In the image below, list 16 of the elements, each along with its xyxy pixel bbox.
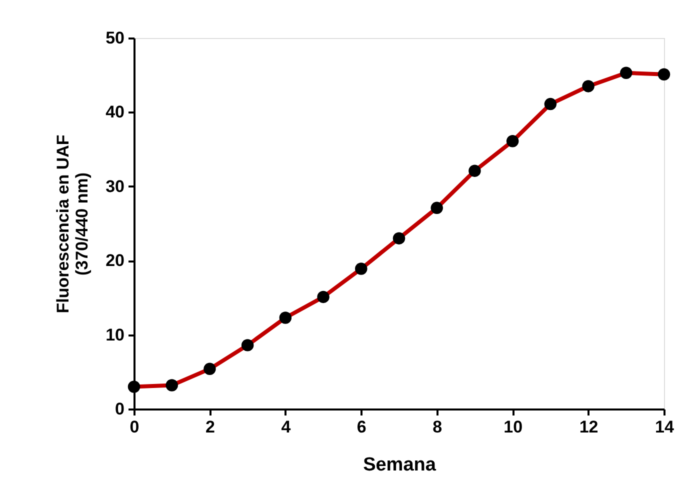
y-tick-label: 0: [115, 400, 124, 418]
x-tick-label: 2: [205, 418, 215, 436]
x-tick-label: 4: [281, 418, 292, 436]
x-tick-label: 6: [356, 418, 366, 436]
x-tick-label: 14: [655, 418, 674, 436]
y-axis-title: Fluorescencia en UAF (370/440 nm): [54, 134, 92, 314]
x-tick-label: 10: [504, 418, 523, 436]
x-tick-label: 0: [130, 418, 140, 436]
y-tick-label: 20: [106, 251, 124, 270]
y-tick-label: 30: [106, 176, 124, 196]
y-tick-label: 40: [106, 102, 124, 122]
x-tick-label: 8: [432, 418, 442, 436]
y-tick-label: 50: [106, 28, 124, 48]
x-tick-label: 12: [579, 418, 598, 436]
x-axis-title: Semana: [363, 454, 436, 476]
y-tick-label: 10: [106, 325, 124, 344]
